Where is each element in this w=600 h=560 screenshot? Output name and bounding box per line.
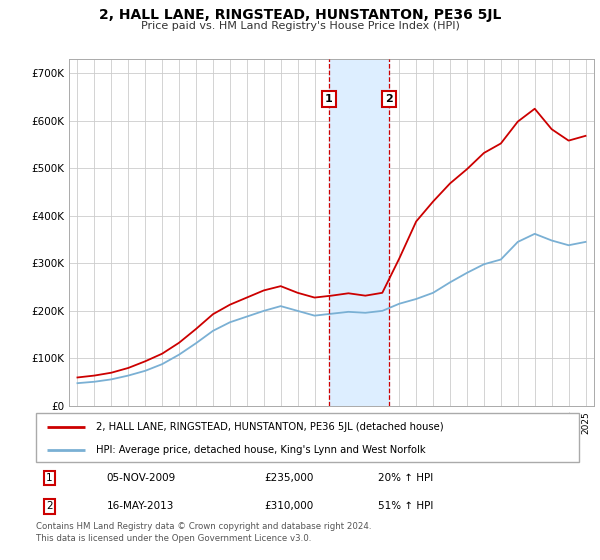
- Text: 2, HALL LANE, RINGSTEAD, HUNSTANTON, PE36 5JL (detached house): 2, HALL LANE, RINGSTEAD, HUNSTANTON, PE3…: [96, 422, 443, 432]
- Text: Price paid vs. HM Land Registry's House Price Index (HPI): Price paid vs. HM Land Registry's House …: [140, 21, 460, 31]
- Text: 05-NOV-2009: 05-NOV-2009: [107, 473, 176, 483]
- Text: 2, HALL LANE, RINGSTEAD, HUNSTANTON, PE36 5JL: 2, HALL LANE, RINGSTEAD, HUNSTANTON, PE3…: [99, 8, 501, 22]
- Bar: [329, 59, 389, 406]
- Text: 1: 1: [325, 94, 333, 104]
- Text: 2: 2: [385, 94, 392, 104]
- FancyBboxPatch shape: [36, 413, 579, 462]
- Text: 1: 1: [46, 473, 53, 483]
- Text: 51% ↑ HPI: 51% ↑ HPI: [378, 501, 433, 511]
- Text: £235,000: £235,000: [264, 473, 313, 483]
- Text: 2: 2: [46, 501, 53, 511]
- Text: 16-MAY-2013: 16-MAY-2013: [107, 501, 174, 511]
- Text: 20% ↑ HPI: 20% ↑ HPI: [378, 473, 433, 483]
- Text: Contains HM Land Registry data © Crown copyright and database right 2024.
This d: Contains HM Land Registry data © Crown c…: [36, 522, 371, 543]
- Text: £310,000: £310,000: [264, 501, 313, 511]
- Text: HPI: Average price, detached house, King's Lynn and West Norfolk: HPI: Average price, detached house, King…: [96, 445, 425, 455]
